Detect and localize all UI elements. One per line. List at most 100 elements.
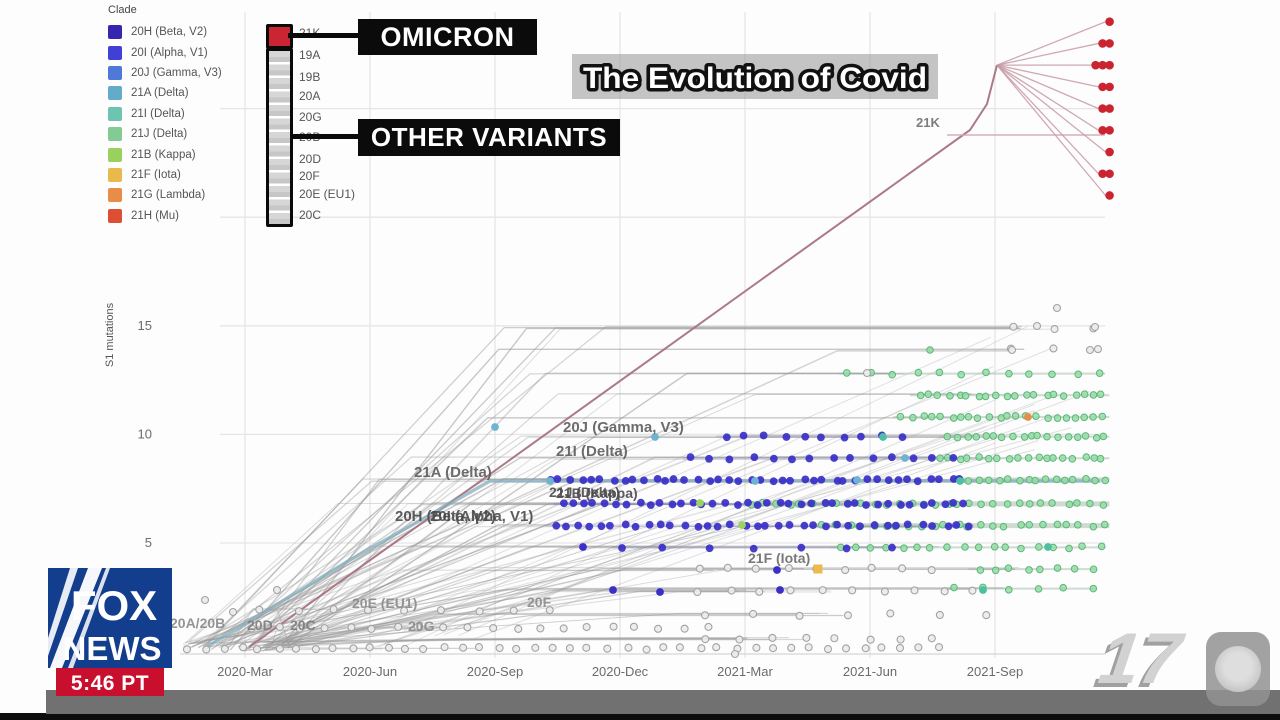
- clade-color-swatch: [108, 25, 122, 40]
- other-variants-bar: [266, 48, 293, 227]
- legend-item: 21F (Iota): [108, 165, 222, 185]
- svg-text:2020-Mar: 2020-Mar: [217, 664, 273, 679]
- clade-color-swatch: [108, 86, 122, 101]
- svg-text:20C: 20C: [290, 617, 316, 633]
- fox-wordmark: FOX: [71, 582, 157, 629]
- variant-strip-label: 20C: [299, 208, 322, 222]
- legend-item: 21J (Delta): [108, 124, 222, 144]
- omicron-cluster: [996, 17, 1114, 200]
- svg-text:2020-Jun: 2020-Jun: [343, 664, 397, 679]
- svg-text:20I (Alpha, V1): 20I (Alpha, V1): [430, 508, 533, 525]
- svg-text:20D: 20D: [247, 617, 273, 633]
- variant-strip-label: 20F: [299, 169, 320, 183]
- svg-text:15: 15: [138, 318, 152, 333]
- clade-singleton-points: [200, 303, 1100, 659]
- svg-text:21K: 21K: [916, 115, 940, 130]
- searchlight-beam-icon: [50, 568, 102, 668]
- svg-text:20G: 20G: [408, 618, 435, 634]
- omicron-callout: OMICRON: [358, 19, 537, 55]
- time-bar: [56, 668, 164, 696]
- x-axis: 2020-Mar 2020-Jun 2020-Sep 2020-Dec 2021-Mar…: [217, 664, 1023, 679]
- clade-color-swatch: [108, 106, 122, 121]
- watermark-number: 17: [1094, 619, 1186, 699]
- clade-color-swatch: [108, 188, 122, 203]
- variant-strip-label: 19B: [299, 70, 321, 84]
- svg-text:20A/20B: 20A/20B: [170, 615, 225, 631]
- svg-text:20J (Gamma, V3): 20J (Gamma, V3): [563, 419, 684, 436]
- y-axis-label: S1 mutations: [104, 302, 116, 367]
- svg-text:2020-Dec: 2020-Dec: [592, 664, 649, 679]
- clade-label: 21J (Delta): [131, 128, 188, 141]
- legend-item: 21A (Delta): [108, 83, 222, 103]
- headline-banner: The Evolution of Covid: [572, 54, 938, 99]
- svg-text:2021-Mar: 2021-Mar: [717, 664, 773, 679]
- overlay-record-button[interactable]: [1206, 632, 1270, 706]
- y-axis: 5 10 15 S1 mutations: [104, 302, 152, 550]
- clade-color-swatch: [108, 45, 122, 60]
- svg-text:21A (Delta): 21A (Delta): [414, 464, 492, 481]
- variant-strip-label: 19A: [299, 48, 321, 62]
- scatter-points: [182, 322, 1110, 654]
- clade-label: 21G (Lambda): [131, 189, 206, 202]
- clade-color-swatch: [108, 65, 122, 80]
- legend-title: Clade: [108, 4, 137, 16]
- phylogeny-chart: 21K 20J (Gamma, V3) 21I (Delta) 21A (Delta)…: [104, 12, 1114, 679]
- searchlight-beam-icon: [48, 568, 78, 656]
- svg-text:20H (Beta, V2): 20H (Beta, V2): [395, 508, 496, 525]
- svg-text:2021-Sep: 2021-Sep: [967, 664, 1023, 679]
- other-variants-callout-label: OTHER VARIANTS: [370, 122, 608, 152]
- legend-item: 21I (Delta): [108, 104, 222, 124]
- svg-text:21F (Iota): 21F (Iota): [748, 550, 810, 566]
- clade-label: 20I (Alpha, V1): [131, 46, 208, 59]
- svg-text:21I (Delta): 21I (Delta): [556, 443, 628, 460]
- structural-branches: [180, 64, 1105, 655]
- clade-color-swatch: [108, 147, 122, 162]
- variant-strip-label: 20A: [299, 89, 321, 103]
- clade-label: 20J (Gamma, V3): [131, 66, 222, 79]
- svg-text:2021-Jun: 2021-Jun: [843, 664, 897, 679]
- legend-item: 20I (Alpha, V1): [108, 42, 222, 62]
- clade-color-swatch: [108, 167, 122, 182]
- legend-item: 20H (Beta, V2): [108, 22, 222, 42]
- other-variants-callout: OTHER VARIANTS: [358, 119, 620, 156]
- news-wordmark: NEWS: [63, 630, 162, 667]
- clade-annotations: 21K 20J (Gamma, V3) 21I (Delta) 21A (Delta)…: [170, 115, 940, 634]
- clade-color-swatch: [108, 127, 122, 142]
- svg-text:21B (Kappa): 21B (Kappa): [556, 485, 638, 501]
- variant-strip-label: 20E (EU1): [299, 187, 356, 201]
- clade-color-swatch: [108, 208, 122, 223]
- svg-text:2020-Sep: 2020-Sep: [467, 664, 523, 679]
- omicron-callout-line: [288, 33, 358, 38]
- legend-items: 20H (Beta, V2) 20I (Alpha, V1) 20J (Gamma,…: [108, 22, 222, 226]
- legend-item: 20J (Gamma, V3): [108, 63, 222, 83]
- clade-label: 21A (Delta): [131, 87, 189, 100]
- legend-item: 21G (Lambda): [108, 185, 222, 205]
- clade-label: 20H (Beta, V2): [131, 26, 208, 39]
- clade-legend: Clade 20H (Beta, V2) 20I (Alpha, V1) 20J (…: [108, 4, 222, 226]
- svg-text:21J (Delta): 21J (Delta): [549, 484, 620, 500]
- legend-item: 21H (Mu): [108, 206, 222, 226]
- legend-item: 21B (Kappa): [108, 144, 222, 164]
- other-variants-callout-line: [292, 134, 358, 139]
- variant-strip-label: 20G: [299, 110, 322, 124]
- clade-label: 21H (Mu): [131, 209, 179, 222]
- clade-label: 21F (Iota): [131, 168, 181, 181]
- clade-label: 21I (Delta): [131, 107, 185, 120]
- headline-title: The Evolution of Covid: [583, 62, 927, 95]
- headline-text-svg: The Evolution of Covid: [580, 59, 931, 99]
- svg-text:10: 10: [138, 426, 152, 441]
- bottom-gray-bar: [46, 690, 1280, 714]
- bottom-black-strip: [0, 713, 1280, 720]
- fox-news-logo: FOX NEWS 5:46 PT: [46, 568, 172, 703]
- svg-text:5: 5: [145, 535, 152, 550]
- searchlight-beam-icon: [68, 568, 110, 668]
- record-dot-icon: [1215, 646, 1261, 692]
- svg-text:20E (EU1): 20E (EU1): [352, 595, 417, 611]
- omicron-callout-label: OMICRON: [380, 21, 515, 52]
- clade-label: 21B (Kappa): [131, 148, 196, 161]
- svg-text:20F: 20F: [527, 594, 552, 610]
- broadcast-time: 5:46 PT: [71, 672, 149, 695]
- fox-news-logo-svg: FOX NEWS 5:46 PT: [48, 568, 172, 696]
- variant-strip-label: 20D: [299, 152, 322, 166]
